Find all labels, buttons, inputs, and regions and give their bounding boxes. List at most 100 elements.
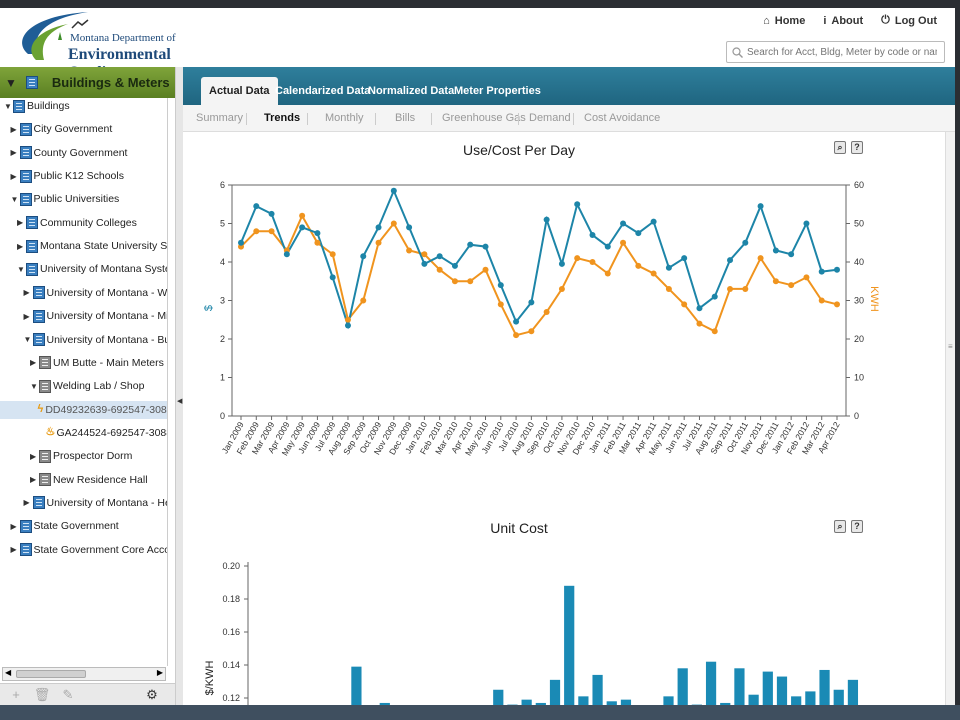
subtab-bills[interactable]: Bills <box>395 112 416 124</box>
tree-item[interactable]: ▶ State Government <box>11 517 119 535</box>
subtab-summary[interactable]: Summary <box>196 112 244 124</box>
data-point-cost <box>451 262 458 269</box>
tree-item[interactable]: ϟ DD49232639-692547-3088 <box>0 400 167 419</box>
data-point-cost <box>314 230 321 237</box>
tree-item[interactable]: ▼ Buildings <box>4 98 70 115</box>
expanded-triangle-icon[interactable]: ▼ <box>30 381 38 391</box>
collapsed-triangle-icon[interactable]: ▶ <box>17 241 24 251</box>
tab-calendarized-data[interactable]: Calendarized Data <box>275 85 371 97</box>
trash-icon[interactable]: 🗑 <box>33 686 51 702</box>
tree-item[interactable]: ▶ City Government <box>10 120 112 138</box>
tree-item[interactable]: ▶ County Government <box>10 144 127 162</box>
data-point-kwh <box>803 274 810 281</box>
data-point-kwh <box>589 259 596 265</box>
subtab-greenhouse-gas[interactable]: Greenhouse Gas <box>442 112 526 124</box>
collapsed-triangle-icon[interactable]: ▶ <box>30 358 37 368</box>
expanded-triangle-icon[interactable]: ▼ <box>10 194 19 204</box>
home-link[interactable]: ⌂ Home <box>763 14 805 27</box>
data-point-kwh <box>696 320 703 327</box>
tab-normalized-data[interactable]: Normalized Data <box>368 85 455 97</box>
tree-item[interactable]: ▶ Community Colleges <box>17 214 137 232</box>
collapsed-triangle-icon[interactable]: ▶ <box>10 171 17 181</box>
tree-item[interactable]: ▶ University of Montana - Western <box>23 284 167 302</box>
tree-horizontal-scrollbar[interactable]: ◀ ▶ <box>2 667 166 681</box>
sub-tabs: Summary Trends Monthly Bills Greenhouse … <box>183 105 955 132</box>
scroll-right-icon[interactable]: ▶ <box>156 668 163 677</box>
unit-cost-bar <box>791 696 802 705</box>
left-panel-title: Buildings & Meters <box>51 75 170 90</box>
subtab-separator <box>573 113 574 125</box>
data-point-cost <box>574 201 581 208</box>
add-icon[interactable]: + <box>12 687 20 702</box>
unit-cost-bar <box>776 676 788 705</box>
tree-item[interactable]: ▶ Prospector Dorm <box>30 447 132 465</box>
expanded-triangle-icon[interactable]: ▼ <box>17 264 25 274</box>
data-point-cost <box>283 251 290 258</box>
collapsed-triangle-icon[interactable]: ▶ <box>10 124 17 134</box>
scroll-grip-icon[interactable]: ≡ <box>948 342 953 351</box>
edit-pencil-icon[interactable]: ✎ <box>62 686 74 702</box>
tree-item[interactable]: ▼ Welding Lab / Shop <box>30 377 144 395</box>
facility-icon <box>39 356 51 370</box>
data-point-cost <box>390 187 397 194</box>
subtab-monthly[interactable]: Monthly <box>325 112 364 124</box>
tree-item[interactable]: ▶ New Residence Hall <box>30 471 148 489</box>
collapse-triangle-icon[interactable]: ▼ <box>5 75 17 90</box>
tree-item[interactable]: ▶ Public K12 Schools <box>11 167 124 185</box>
content-vertical-scrollbar[interactable]: ≡ <box>945 132 955 705</box>
tree-item[interactable]: ♨GA244524-692547-308805 <box>37 424 168 442</box>
subtab-trends[interactable]: Trends <box>264 112 301 124</box>
data-point-kwh <box>467 278 474 285</box>
collapsed-triangle-icon[interactable]: ▶ <box>23 288 30 298</box>
zoom-magnifier-icon[interactable]: ⌕ <box>834 141 846 154</box>
zoom-magnifier-icon[interactable]: ⌕ <box>834 520 846 533</box>
tab-actual-data[interactable]: Actual Data <box>201 77 278 105</box>
collapsed-triangle-icon[interactable]: ▶ <box>10 521 17 531</box>
facility-icon <box>39 379 51 393</box>
building-icon <box>32 496 45 510</box>
logo-swoosh-icon <box>22 12 89 60</box>
tree-item[interactable]: ▼ University of Montana System (Ro <box>17 260 167 278</box>
subtab-demand[interactable]: Demand <box>529 112 571 124</box>
search-box[interactable] <box>726 41 945 63</box>
data-point-cost <box>543 216 550 223</box>
data-point-kwh <box>635 262 642 269</box>
deq-logo[interactable]: Montana Department of Environmental Qual… <box>8 10 208 81</box>
tree-item[interactable]: ▶ UM Butte - Main Meters <box>30 354 164 372</box>
settings-gear-icon[interactable]: ⚙ <box>146 686 158 702</box>
splitter-arrow-icon[interactable]: ◀ <box>177 398 183 405</box>
tree-item[interactable]: ▶ University of Montana - Helena <box>23 494 167 512</box>
tree-item[interactable]: ▶ State Government Core Account Fa <box>10 541 167 559</box>
tree-item-label: New Residence Hall <box>53 473 148 486</box>
scroll-left-icon[interactable]: ◀ <box>5 668 12 677</box>
help-icon[interactable]: ? <box>851 520 863 533</box>
left-panel-header[interactable]: ▼ Buildings & Meters <box>0 67 175 98</box>
expanded-triangle-icon[interactable]: ▼ <box>23 335 32 344</box>
tree-item-label: Public K12 Schools <box>33 170 124 183</box>
tree-item[interactable]: ▶ University of Montana - Missoul <box>23 307 167 325</box>
help-icon[interactable]: ? <box>851 141 863 154</box>
scroll-thumb[interactable] <box>16 670 86 678</box>
logout-link[interactable]: ⏻ Log Out <box>881 14 937 27</box>
data-point-kwh <box>558 285 565 292</box>
expanded-triangle-icon[interactable]: ▼ <box>4 101 12 111</box>
y-tick-label-right: 30 <box>854 296 864 306</box>
data-point-kwh <box>665 285 672 292</box>
tree-item[interactable]: ▼ University of Montana - Butte <box>23 331 167 349</box>
tab-meter-properties[interactable]: Meter Properties <box>454 85 541 97</box>
collapsed-triangle-icon[interactable]: ▶ <box>23 311 30 321</box>
search-input[interactable] <box>747 46 937 58</box>
tree-item[interactable]: ▼ Public Universities <box>10 190 119 208</box>
building-icon <box>25 76 38 89</box>
tree-item[interactable]: ▶ Montana State University System <box>17 237 167 255</box>
collapsed-triangle-icon[interactable]: ▶ <box>17 218 24 228</box>
panel-splitter[interactable]: ◀ <box>175 67 183 705</box>
collapsed-triangle-icon[interactable]: ▶ <box>23 498 30 508</box>
subtab-cost-avoidance[interactable]: Cost Avoidance <box>584 112 661 124</box>
power-icon: ⏻ <box>881 14 890 26</box>
collapsed-triangle-icon[interactable]: ▶ <box>10 148 17 158</box>
about-link[interactable]: i About <box>823 14 863 27</box>
collapsed-triangle-icon[interactable]: ▶ <box>10 545 17 555</box>
collapsed-triangle-icon[interactable]: ▶ <box>30 451 37 461</box>
collapsed-triangle-icon[interactable]: ▶ <box>30 475 37 485</box>
